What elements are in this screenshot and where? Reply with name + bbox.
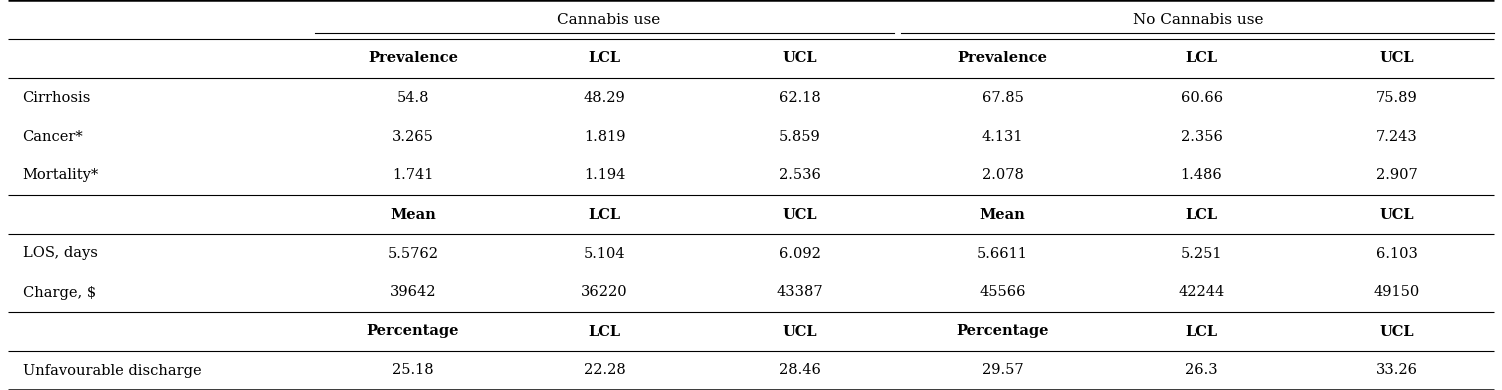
Text: 33.26: 33.26 [1376,363,1418,378]
Text: 75.89: 75.89 [1376,90,1418,105]
Text: 1.486: 1.486 [1181,168,1223,183]
Text: 67.85: 67.85 [982,90,1023,105]
Text: 36220: 36220 [581,285,628,300]
Text: 6.103: 6.103 [1376,246,1418,261]
Text: LCL: LCL [589,207,620,222]
Text: Cirrhosis: Cirrhosis [23,90,92,105]
Text: Prevalence: Prevalence [368,51,458,66]
Text: Unfavourable discharge: Unfavourable discharge [23,363,201,378]
Text: LCL: LCL [1185,51,1218,66]
Text: 60.66: 60.66 [1181,90,1223,105]
Text: Cannabis use: Cannabis use [557,12,659,27]
Text: 2.078: 2.078 [982,168,1023,183]
Text: UCL: UCL [783,51,817,66]
Text: UCL: UCL [783,324,817,339]
Text: 5.859: 5.859 [780,129,820,144]
Text: 48.29: 48.29 [584,90,625,105]
Text: 43387: 43387 [777,285,823,300]
Text: 2.356: 2.356 [1181,129,1223,144]
Text: 39642: 39642 [391,285,436,300]
Text: No Cannabis use: No Cannabis use [1133,12,1263,27]
Text: UCL: UCL [1379,324,1415,339]
Text: 5.104: 5.104 [584,246,625,261]
Text: LCL: LCL [1185,324,1218,339]
Text: 5.6611: 5.6611 [978,246,1027,261]
Text: Percentage: Percentage [366,324,460,339]
Text: Prevalence: Prevalence [958,51,1047,66]
Text: UCL: UCL [783,207,817,222]
Text: 1.194: 1.194 [584,168,625,183]
Text: 62.18: 62.18 [780,90,820,105]
Text: Mortality*: Mortality* [23,168,99,183]
Text: 26.3: 26.3 [1185,363,1218,378]
Text: 22.28: 22.28 [584,363,625,378]
Text: 42244: 42244 [1179,285,1224,300]
Text: 28.46: 28.46 [780,363,820,378]
Text: 29.57: 29.57 [982,363,1023,378]
Text: 4.131: 4.131 [982,129,1023,144]
Text: 45566: 45566 [979,285,1026,300]
Text: 25.18: 25.18 [392,363,434,378]
Text: LCL: LCL [589,51,620,66]
Text: 7.243: 7.243 [1376,129,1418,144]
Text: 54.8: 54.8 [397,90,430,105]
Text: 3.265: 3.265 [392,129,434,144]
Text: 1.741: 1.741 [392,168,434,183]
Text: 5.5762: 5.5762 [388,246,439,261]
Text: UCL: UCL [1379,207,1415,222]
Text: 2.536: 2.536 [780,168,820,183]
Text: 5.251: 5.251 [1181,246,1223,261]
Text: 2.907: 2.907 [1376,168,1418,183]
Text: 1.819: 1.819 [584,129,625,144]
Text: LOS, days: LOS, days [23,246,98,261]
Text: Percentage: Percentage [957,324,1048,339]
Text: 49150: 49150 [1374,285,1419,300]
Text: Mean: Mean [391,207,436,222]
Text: LCL: LCL [589,324,620,339]
Text: UCL: UCL [1379,51,1415,66]
Text: LCL: LCL [1185,207,1218,222]
Text: Cancer*: Cancer* [23,129,83,144]
Text: 6.092: 6.092 [780,246,820,261]
Text: Mean: Mean [979,207,1026,222]
Text: Charge, $: Charge, $ [23,285,96,300]
